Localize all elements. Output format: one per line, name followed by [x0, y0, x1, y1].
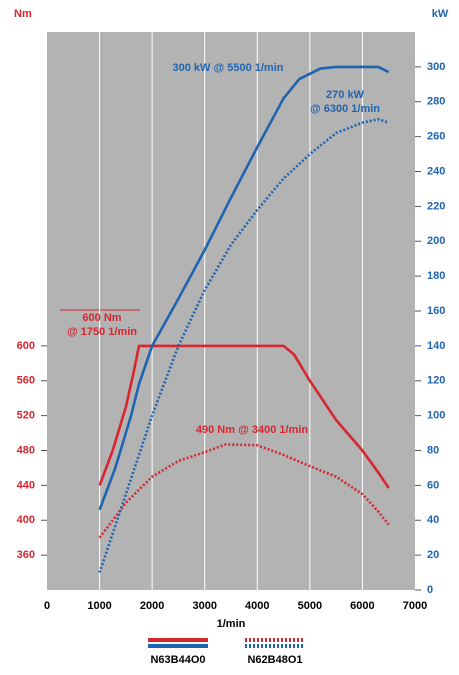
y2-tick-label: 300 — [427, 61, 445, 73]
y2-tick-label: 100 — [427, 410, 445, 422]
x-axis-label: 1/min — [217, 618, 246, 630]
y2-tick-label: 0 — [427, 584, 433, 596]
y2-tick-label: 140 — [427, 340, 445, 352]
y2-axis-label: kW — [432, 8, 449, 20]
legend-entry: N62B48O1 — [245, 638, 305, 666]
y2-tick-label: 280 — [427, 96, 445, 108]
y-tick-label: 520 — [17, 410, 35, 422]
y2-tick-label: 120 — [427, 375, 445, 387]
legend-label: N63B44O0 — [150, 654, 205, 666]
x-tick-label: 7000 — [403, 600, 427, 612]
y-tick-label: 480 — [17, 444, 35, 456]
y-tick-label: 440 — [17, 479, 35, 491]
y2-tick-label: 220 — [427, 200, 445, 212]
annotation: @ 1750 1/min — [67, 326, 137, 338]
x-tick-label: 0 — [44, 600, 50, 612]
y-tick-label: 560 — [17, 375, 35, 387]
y2-tick-label: 80 — [427, 444, 439, 456]
series-line — [98, 344, 390, 489]
y-tick-label: 400 — [17, 514, 35, 526]
y2-tick-label: 180 — [427, 270, 445, 282]
y2-tick-label: 200 — [427, 235, 445, 247]
annotation: 300 kW @ 5500 1/min — [172, 62, 283, 74]
y2-tick-label: 240 — [427, 165, 445, 177]
annotation: @ 6300 1/min — [310, 103, 380, 115]
legend-entry: N63B44O0 — [148, 638, 208, 666]
annotation: 600 Nm — [82, 312, 121, 324]
y-tick-label: 360 — [17, 549, 35, 561]
x-tick-label: 3000 — [192, 600, 216, 612]
x-tick-label: 2000 — [140, 600, 164, 612]
y2-tick-label: 20 — [427, 549, 439, 561]
annotation: 490 Nm @ 3400 1/min — [196, 424, 309, 436]
x-tick-label: 6000 — [350, 600, 374, 612]
y2-tick-label: 40 — [427, 514, 439, 526]
series-line — [98, 65, 390, 511]
y-tick-label: 600 — [17, 340, 35, 352]
legend-label: N62B48O1 — [247, 654, 302, 666]
plot-area — [47, 32, 415, 590]
x-tick-label: 5000 — [298, 600, 322, 612]
series-line — [98, 117, 390, 574]
x-tick-label: 4000 — [245, 600, 269, 612]
y2-tick-label: 160 — [427, 305, 445, 317]
annotation: 270 kW — [326, 89, 365, 101]
y-axis-label: Nm — [14, 8, 32, 20]
y2-tick-label: 260 — [427, 131, 445, 143]
x-tick-label: 1000 — [87, 600, 111, 612]
y2-tick-label: 60 — [427, 479, 439, 491]
series-line — [98, 443, 390, 539]
